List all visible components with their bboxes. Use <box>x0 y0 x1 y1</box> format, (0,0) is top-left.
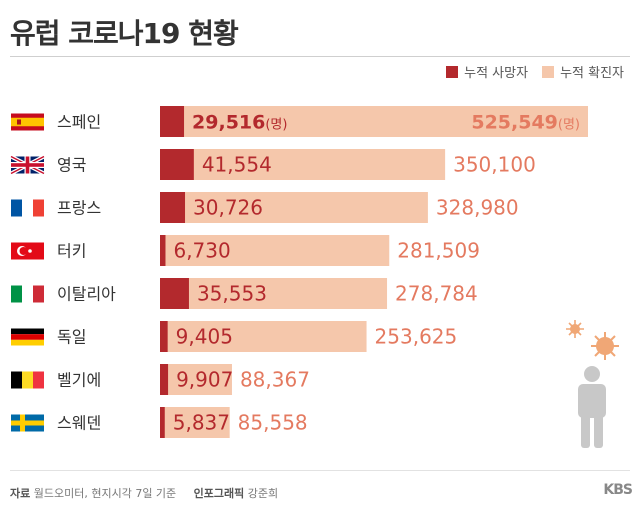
flag-belgium-icon <box>11 371 44 389</box>
bar-cases <box>160 149 446 180</box>
flag-uk-icon <box>10 154 45 176</box>
cases-value-label: 281,509 <box>397 239 480 263</box>
bar-cases <box>160 407 230 438</box>
flag-germany-icon <box>11 328 44 346</box>
cases-value-label: 350,100 <box>453 153 536 177</box>
flag-italy-icon <box>11 285 44 303</box>
country-label: 터키 <box>57 242 86 261</box>
legend-cases: 누적 확진자 <box>542 62 624 81</box>
legend-cases-swatch <box>542 65 555 78</box>
cases-value-label: 85,558 <box>238 411 308 435</box>
bar-deaths <box>160 321 168 352</box>
legend: 누적 사망자 누적 확진자 <box>432 62 624 81</box>
person-icon <box>578 366 606 448</box>
bar-deaths <box>160 149 194 180</box>
country-label: 독일 <box>57 328 86 347</box>
source-label: 자료 <box>10 487 31 500</box>
person-virus-illustration <box>566 320 619 448</box>
bar-cases <box>160 321 367 352</box>
bar-cases <box>160 106 588 137</box>
legend-deaths-label: 누적 사망자 <box>464 66 529 81</box>
title-divider <box>10 56 630 57</box>
chart-title: 유럽 코로나19 현황 <box>10 17 239 50</box>
credit-label: 인포그래픽 <box>193 487 245 500</box>
cases-value-label: 88,367 <box>240 368 310 392</box>
legend-deaths: 누적 사망자 <box>446 62 528 81</box>
bar-deaths <box>160 106 185 137</box>
deaths-value-label: 9,907 <box>176 368 233 392</box>
credit-text: 강준희 <box>247 487 279 500</box>
flag-france-icon <box>11 199 44 217</box>
country-label: 스웨덴 <box>57 414 101 433</box>
flag-turkey-icon <box>11 242 44 260</box>
country-label: 벨기에 <box>57 371 101 390</box>
deaths-value-label: 41,554 <box>202 153 272 177</box>
bar-deaths <box>160 278 189 309</box>
legend-deaths-swatch <box>446 65 459 78</box>
bar-deaths <box>160 192 186 223</box>
flag-spain-icon <box>11 113 44 131</box>
virus-icon-large <box>591 332 619 360</box>
cases-value-label: 328,980 <box>436 196 519 220</box>
footer-divider <box>10 470 630 471</box>
cases-value-label: 525,549(명) <box>471 112 580 134</box>
country-label: 이탈리아 <box>57 285 116 304</box>
bar-cases <box>160 278 388 309</box>
country-label: 스페인 <box>57 113 101 132</box>
bar-deaths <box>160 235 166 266</box>
bar-deaths <box>160 407 165 438</box>
bar-cases <box>160 235 390 266</box>
footer: 자료 월드오미터, 현지시각 7일 기준 인포그래픽 강준희 <box>10 485 278 501</box>
kbs-logo: KBS <box>603 482 633 498</box>
deaths-value-label: 30,726 <box>193 196 263 220</box>
source-text: 월드오미터, 현지시각 7일 기준 <box>33 487 177 500</box>
country-label: 프랑스 <box>57 199 101 218</box>
virus-icon-small <box>566 320 584 338</box>
bar-cases <box>160 364 232 395</box>
deaths-value-label: 5,837 <box>173 411 230 435</box>
bar-cases <box>160 192 428 223</box>
country-label: 영국 <box>57 156 86 175</box>
bar-chart: 스페인 29,516(명) 525,549(명) 영국 41,554 350,100 프랑스… <box>10 106 588 438</box>
cases-value-label: 278,784 <box>395 282 478 306</box>
deaths-value-label: 29,516(명) <box>192 112 287 134</box>
deaths-value-label: 6,730 <box>173 239 230 263</box>
flag-sweden-icon <box>11 414 44 432</box>
cases-value-label: 253,625 <box>375 325 458 349</box>
deaths-value-label: 9,405 <box>176 325 233 349</box>
bar-deaths <box>160 364 169 395</box>
deaths-value-label: 35,553 <box>197 282 267 306</box>
legend-cases-label: 누적 확진자 <box>560 66 624 81</box>
